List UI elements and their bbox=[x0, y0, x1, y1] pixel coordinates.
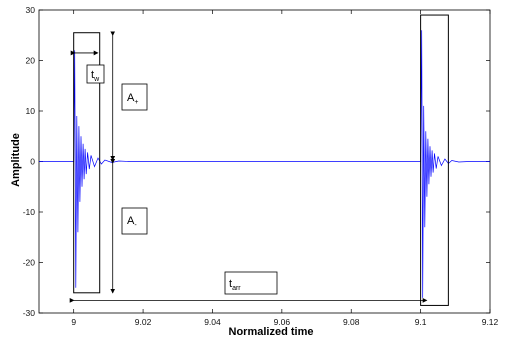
tarr-label: tarr bbox=[229, 278, 241, 292]
y-tick-label: 10 bbox=[26, 106, 36, 116]
a-plus-label-box bbox=[121, 83, 148, 111]
x-tick-label: 9 bbox=[71, 317, 76, 327]
x-axis-title: Normalized time bbox=[229, 326, 314, 338]
tarr-label-box bbox=[224, 271, 278, 295]
x-tick-label: 9.08 bbox=[343, 317, 360, 327]
window-boxes bbox=[73, 14, 449, 306]
signal-line bbox=[39, 30, 490, 298]
y-tick-label: -30 bbox=[23, 308, 36, 318]
y-axis-title: Amplitude bbox=[10, 133, 22, 187]
tw-label: tw bbox=[91, 69, 100, 83]
tick-labels: 9 9.02 9.04 9.06 9.08 9.1 9.12 30 20 10 0 -10 -20 -30 bbox=[23, 5, 499, 327]
y-tick-label: 0 bbox=[30, 157, 35, 167]
a-plus-label: A+ bbox=[127, 92, 138, 106]
y-tick-label: 30 bbox=[26, 5, 36, 15]
x-tick-label: 9.1 bbox=[415, 317, 427, 327]
x-tick-label: 9.06 bbox=[274, 317, 291, 327]
y-tick-label: -10 bbox=[23, 207, 36, 217]
a-minus-label: A- bbox=[127, 215, 137, 229]
a-minus-label-box bbox=[121, 207, 148, 235]
signal-series bbox=[39, 30, 490, 298]
window-box-1 bbox=[73, 32, 101, 294]
annotations: tw A+ A- tarr bbox=[69, 31, 428, 303]
x-tick-label: 9.12 bbox=[482, 317, 499, 327]
tw-label-box bbox=[86, 64, 105, 84]
x-tick-label: 9.02 bbox=[135, 317, 152, 327]
y-tick-label: 20 bbox=[26, 56, 36, 66]
x-tick-label: 9.04 bbox=[204, 317, 221, 327]
y-tick-label: -20 bbox=[23, 258, 36, 268]
window-box-2 bbox=[420, 14, 449, 306]
